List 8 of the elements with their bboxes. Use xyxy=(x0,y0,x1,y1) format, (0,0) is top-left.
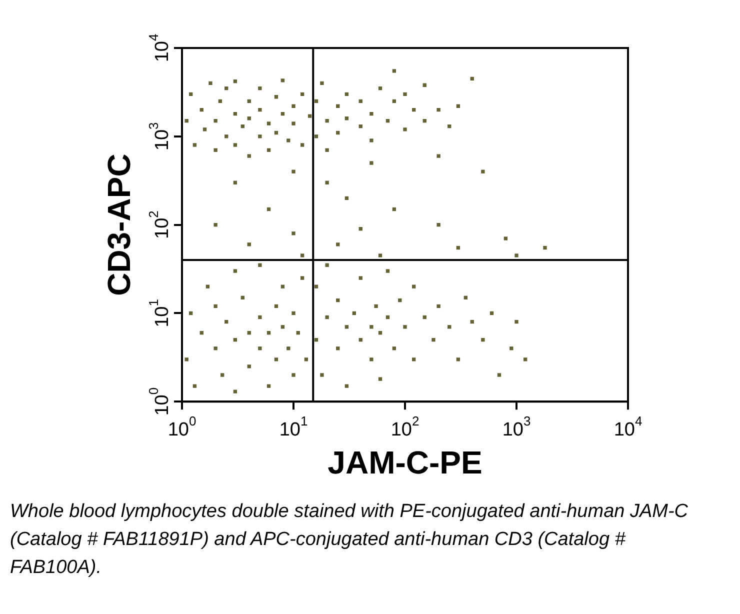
y-tick-label: 100 xyxy=(146,387,173,416)
y-axis-title: CD3-APC xyxy=(101,154,138,296)
y-tick-label: 104 xyxy=(146,34,173,62)
y-tick-label: 102 xyxy=(146,210,173,239)
x-axis-title: JAM-C-PE xyxy=(328,444,482,481)
text: Whole blood lymphocytes double stained with PE-conjugated anti-human JAM-C (Catalog # FAB11891P) and APC-conjugated anti-human CD3 (Catalog # FAB100A). xyxy=(10,500,690,580)
y-tick-label: 101 xyxy=(146,299,173,328)
y-tick-label: 103 xyxy=(146,122,173,151)
